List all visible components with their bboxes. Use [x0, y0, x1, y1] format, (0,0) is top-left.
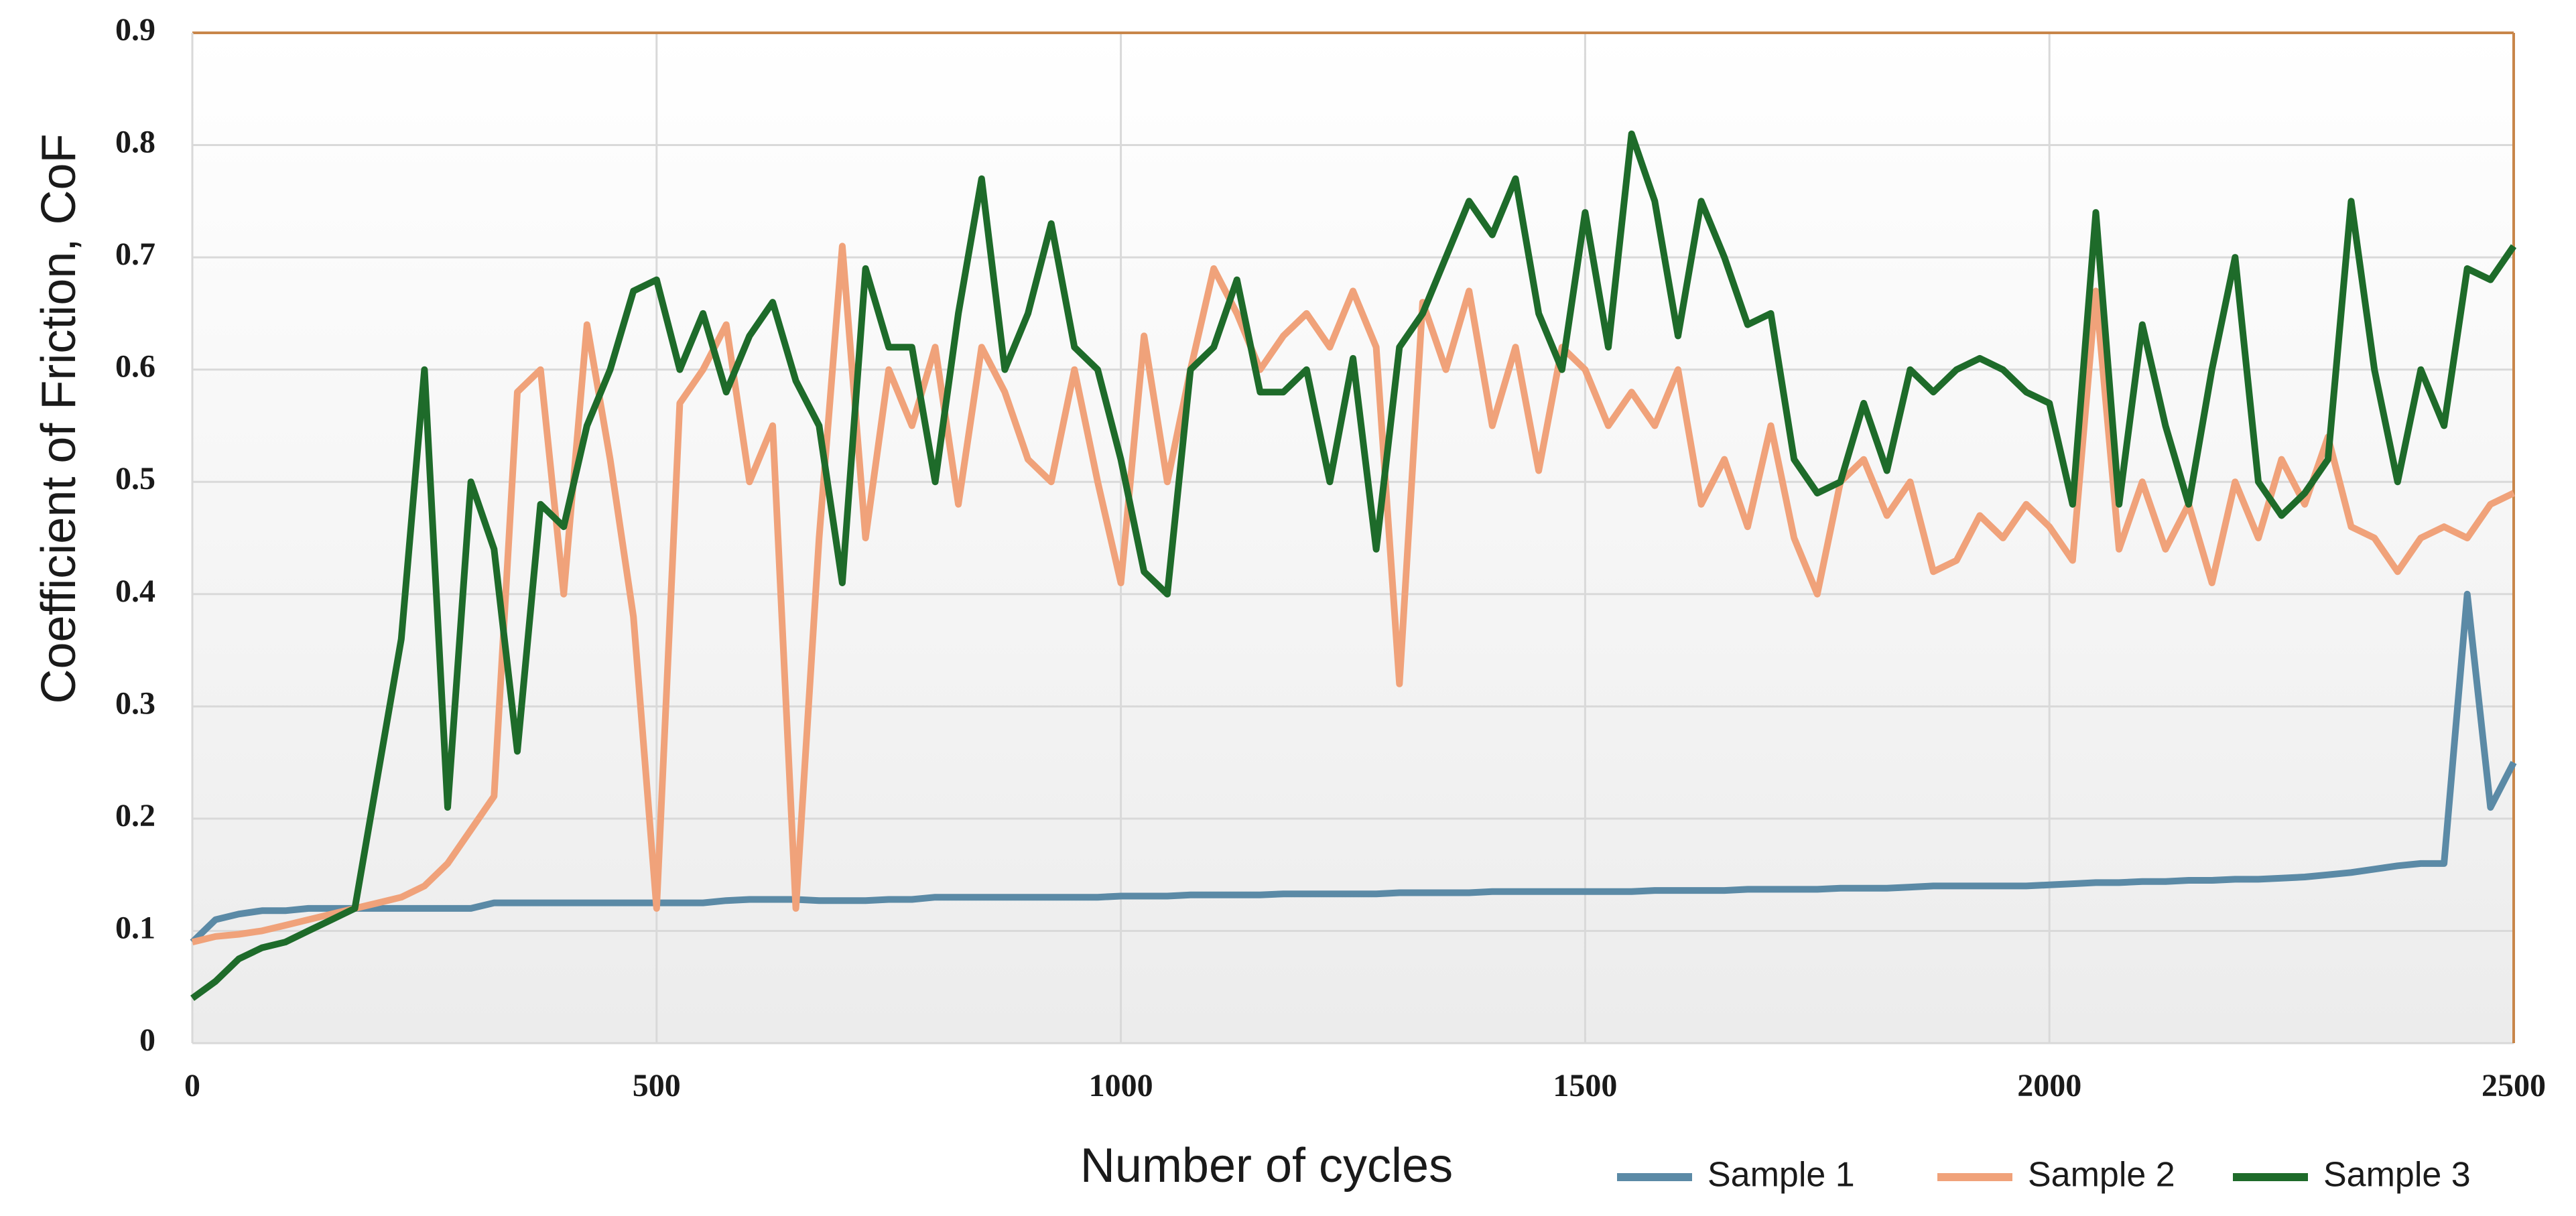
- y-tick-label: 0.7: [115, 237, 155, 272]
- y-tick-label: 0.1: [115, 910, 155, 945]
- x-tick-label: 1000: [1089, 1068, 1153, 1103]
- x-tick-label: 0: [184, 1068, 200, 1103]
- legend-label: Sample 3: [2323, 1156, 2471, 1195]
- y-tick-label: 0.8: [115, 125, 155, 160]
- series-line: [190, 130, 2517, 1002]
- y-tick-label: 0: [139, 1022, 155, 1058]
- legend-label: Sample 2: [2028, 1156, 2175, 1195]
- legend-label: Sample 1: [1708, 1156, 1855, 1195]
- y-tick-label: 0.2: [115, 798, 155, 833]
- x-tick-label: 1500: [1553, 1068, 1617, 1103]
- series-line: [190, 590, 2517, 945]
- x-tick-label: 500: [633, 1068, 681, 1103]
- y-tick-label: 0.6: [115, 349, 155, 385]
- y-tick-label: 0.4: [115, 573, 155, 609]
- plot-area: [192, 33, 2514, 1043]
- x-axis-title: Number of cycles: [1080, 1139, 1453, 1193]
- series-line: [191, 243, 2516, 946]
- y-tick-label: 0.9: [115, 12, 155, 48]
- y-tick-label: 0.5: [115, 461, 155, 496]
- x-tick-label: 2500: [2482, 1068, 2546, 1103]
- x-tick-label: 2000: [2017, 1068, 2081, 1103]
- y-axis-title: Coefficient of Friction, CoF: [32, 134, 86, 704]
- y-tick-label: 0.3: [115, 685, 155, 721]
